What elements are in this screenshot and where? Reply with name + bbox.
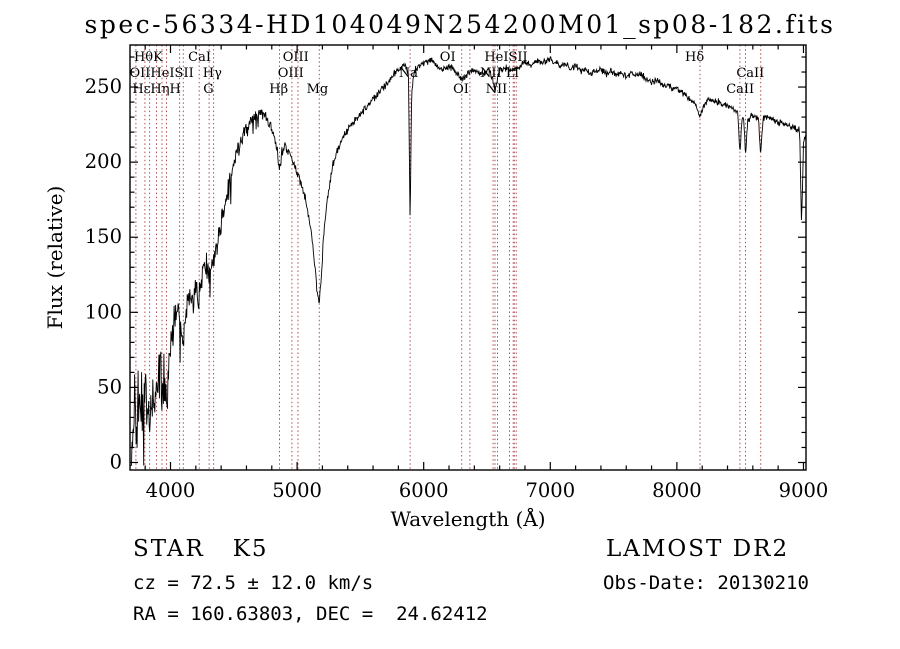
y-tick-label: 200 [85,150,122,173]
y-tick-label: 0 [110,451,122,474]
spectral-line-label: OI [440,50,456,65]
page-title: spec-56334-HD104049N254200M01_sp08-182.f… [84,10,836,39]
spectral-line-label: Hβ [269,82,288,97]
x-tick-label: 7000 [525,479,575,502]
spectral-line-label: Hγ [203,66,222,81]
x-tick-label: 5000 [272,479,322,502]
y-tick-label: 150 [85,225,122,248]
spectral-line-label: OIII [283,50,309,65]
obs-date-label: Obs-Date: 20130210 [603,572,809,594]
spectral-line-label: Mg [307,82,329,97]
spectral-line-label: Hδ [685,50,704,65]
x-tick-label: 6000 [399,479,449,502]
spectral-line-label: CaII [726,82,754,97]
x-tick-label: 4000 [146,479,196,502]
x-axis-title: Wavelength (Å) [390,506,545,531]
spectral-line-label: CaII [736,66,764,81]
spectral-line-label: OIIHeISII [129,66,193,81]
y-tick-label: 100 [85,300,122,323]
spectrum-trace [130,56,807,466]
x-tick-label: 8000 [652,479,702,502]
y-tick-label: 250 [85,75,122,98]
y-tick-label: 50 [97,375,122,398]
spectral-line-label: OI [453,82,469,97]
spectral-line-label: CaI [188,50,211,65]
spectral-line-label: HeISII [484,50,527,65]
spectral-line-label: Li [506,66,519,81]
x-tick-label: 9000 [779,479,829,502]
spectral-line-label: HεHηH [132,82,181,97]
spectral-line-label: HθK [134,50,163,65]
radial-velocity-label: cz = 72.5 ± 12.0 km/s [133,572,374,594]
survey-label: LAMOST DR2 [606,536,790,562]
spectral-line-label: NII [486,82,508,97]
spectral-line-label: G [203,82,213,97]
y-axis-title: Flux (relative) [43,186,67,330]
plot-frame [129,44,807,471]
coordinates-label: RA = 160.63803, DEC = 24.62412 [133,603,488,625]
object-class-label: STAR K5 [133,536,269,562]
spectral-line-label: OIII [278,66,304,81]
